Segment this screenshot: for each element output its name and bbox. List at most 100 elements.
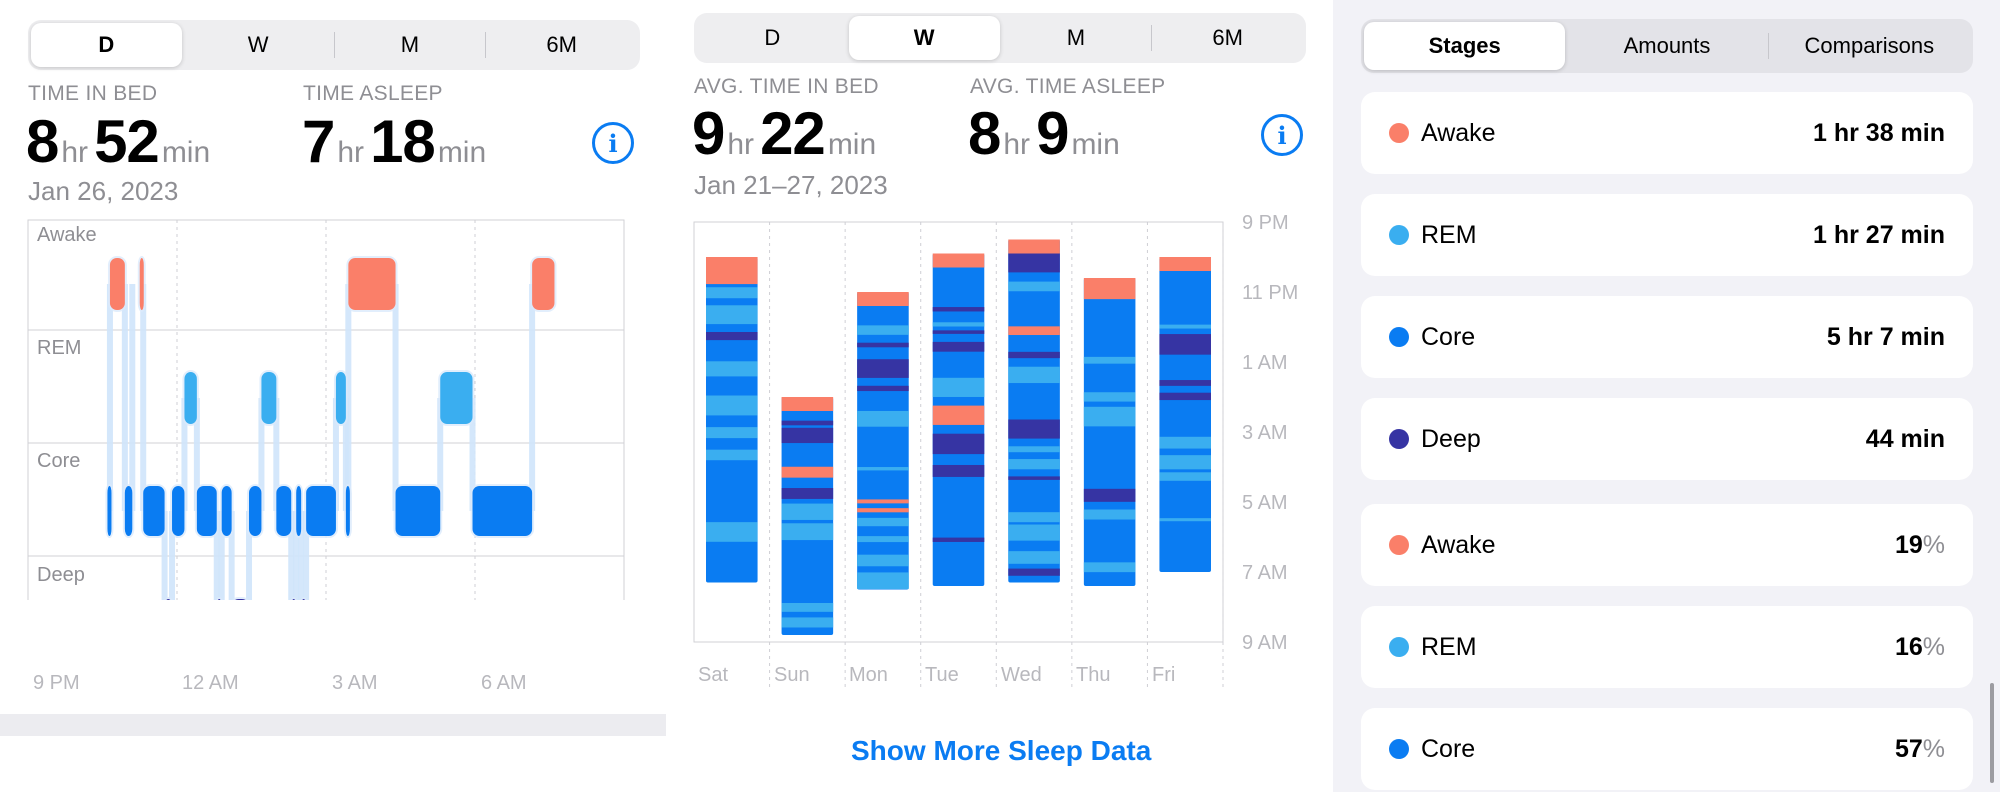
stage-duration-card-core[interactable]: Core 5 hr 7 min — [1361, 296, 1973, 378]
percent-unit: % — [1922, 632, 1945, 661]
bar-core-base — [1008, 239, 1060, 583]
tab-w[interactable]: W — [247, 32, 269, 57]
sleep-segment-rem — [335, 372, 346, 424]
divider — [1767, 33, 1769, 59]
sleep-segment-core — [124, 486, 133, 536]
tab-comparisons[interactable]: Comparisons — [1804, 33, 1935, 58]
stage-label-rem: REM — [37, 337, 82, 359]
bar-stage-stripe — [781, 427, 834, 444]
transition-connector — [288, 511, 295, 600]
bar-stage-stripe — [1008, 551, 1060, 564]
stage-duration: 1 hr 38 min — [1813, 118, 1945, 147]
bar-stage-stripe — [706, 449, 758, 461]
bar-stage-stripe — [932, 377, 985, 397]
stage-percent-card-awake[interactable]: Awake 19% — [1361, 504, 1973, 586]
sleep-segment-core — [221, 486, 232, 536]
transition-connector — [228, 511, 235, 600]
hours-unit: hr — [337, 136, 365, 169]
info-icon[interactable]: i — [592, 122, 634, 164]
bar-stage-stripe — [1008, 281, 1060, 292]
stage-percent: 57% — [1895, 735, 1945, 764]
segment-halo — [290, 597, 298, 600]
bar-stage-stripe — [1159, 455, 1211, 470]
stage-duration-card-rem[interactable]: REM 1 hr 27 min — [1361, 194, 1973, 276]
bar-stage-stripe — [1083, 292, 1136, 300]
bar-stage-stripe — [1008, 524, 1060, 541]
bar-stage-stripe — [857, 410, 909, 427]
tab-d[interactable]: D — [764, 25, 781, 50]
tab-amounts[interactable]: Amounts — [1623, 33, 1711, 58]
minutes-unit: min — [437, 136, 487, 169]
sleep-segment-rem — [440, 372, 473, 424]
y-axis-3am: 3 AM — [1242, 422, 1288, 444]
avg-time-asleep-label: AVG. TIME ASLEEP — [970, 75, 1166, 98]
y-axis-9pm: 9 PM — [1242, 212, 1289, 234]
segment-halo — [164, 597, 173, 600]
tab-6m[interactable]: 6M — [1212, 25, 1243, 50]
bar-stage-stripe — [781, 523, 834, 541]
bar-stage-stripe — [857, 385, 909, 392]
bar-stage-stripe — [1083, 488, 1136, 502]
transition-connector — [298, 511, 305, 600]
percent-unit: % — [1922, 734, 1945, 763]
bar-stage-stripe — [857, 517, 909, 527]
percent-value: 57 — [1894, 734, 1923, 763]
stage-percent-card-core[interactable]: Core 57% — [1361, 708, 1973, 790]
bar-stage-stripe — [857, 572, 909, 590]
core-dot-icon — [1389, 739, 1409, 759]
time-axis-6am: 6 AM — [481, 672, 527, 694]
bar-stage-stripe — [1159, 472, 1211, 481]
x-axis-sun: Sun — [774, 664, 810, 686]
tab-d[interactable]: D — [31, 23, 182, 67]
bar-stage-stripe — [1083, 509, 1136, 520]
minutes-unit: min — [1071, 128, 1120, 161]
time-axis-9pm: 9 PM — [33, 672, 80, 694]
bar-stage-stripe — [932, 307, 985, 312]
awake-dot-icon — [1389, 535, 1409, 555]
stage-duration-card-awake[interactable]: Awake 1 hr 38 min — [1361, 92, 1973, 174]
transition-connector — [213, 511, 220, 600]
bar-stage-stripe — [1008, 476, 1060, 480]
stage-name: Deep — [1421, 424, 1481, 453]
scrollbar[interactable] — [1990, 683, 1994, 783]
bar-stage-stripe — [1159, 392, 1211, 401]
transition-connector — [437, 398, 444, 511]
y-axis-1am: 1 AM — [1242, 352, 1288, 374]
show-more-sleep-data-link[interactable]: Show More Sleep Data — [851, 735, 1152, 766]
bar-stage-stripe — [1008, 366, 1060, 384]
bar-stage-stripe — [781, 488, 834, 499]
bar-thu — [1083, 278, 1136, 586]
bar-stage-stripe — [932, 330, 985, 334]
bar-stage-stripe — [706, 287, 758, 299]
transition-connector — [181, 398, 188, 511]
transition-connector — [273, 398, 280, 511]
tab-stages[interactable]: Stages — [1364, 22, 1566, 70]
sleep-segment-core — [472, 486, 533, 536]
stage-percent: 16% — [1895, 633, 1945, 662]
bar-stage-stripe — [857, 554, 909, 567]
bar-stage-stripe — [857, 467, 909, 471]
divider — [1151, 25, 1153, 51]
stage-label-awake: Awake — [37, 224, 97, 246]
tab-w[interactable]: W — [848, 16, 1000, 60]
bar-stage-stripe — [932, 405, 985, 425]
tab-6m[interactable]: 6M — [546, 32, 577, 57]
bar-awake-stripe — [932, 253, 985, 268]
bar-sat — [706, 257, 758, 583]
info-icon[interactable]: i — [1261, 114, 1303, 156]
hypnogram-chart — [27, 219, 625, 600]
transition-connector — [392, 284, 399, 511]
tab-m[interactable]: M — [1066, 25, 1086, 50]
bar-stage-stripe — [781, 466, 834, 478]
sleep-segment-core — [276, 486, 292, 536]
tab-m[interactable]: M — [400, 32, 420, 57]
stage-duration-card-deep[interactable]: Deep 44 min — [1361, 398, 1973, 480]
bar-core-base — [1083, 278, 1136, 586]
bar-stage-stripe — [706, 522, 758, 542]
stage-percent-card-rem[interactable]: REM 16% — [1361, 606, 1973, 688]
bar-awake-stripe — [706, 257, 758, 271]
sleep-segment-core — [172, 486, 185, 536]
bar-awake-stripe — [857, 292, 909, 306]
week-view-panel: D W M 6M AVG. TIME IN BED 9 hr 22 min AV… — [666, 0, 1333, 792]
bar-stage-stripe — [1083, 562, 1136, 573]
